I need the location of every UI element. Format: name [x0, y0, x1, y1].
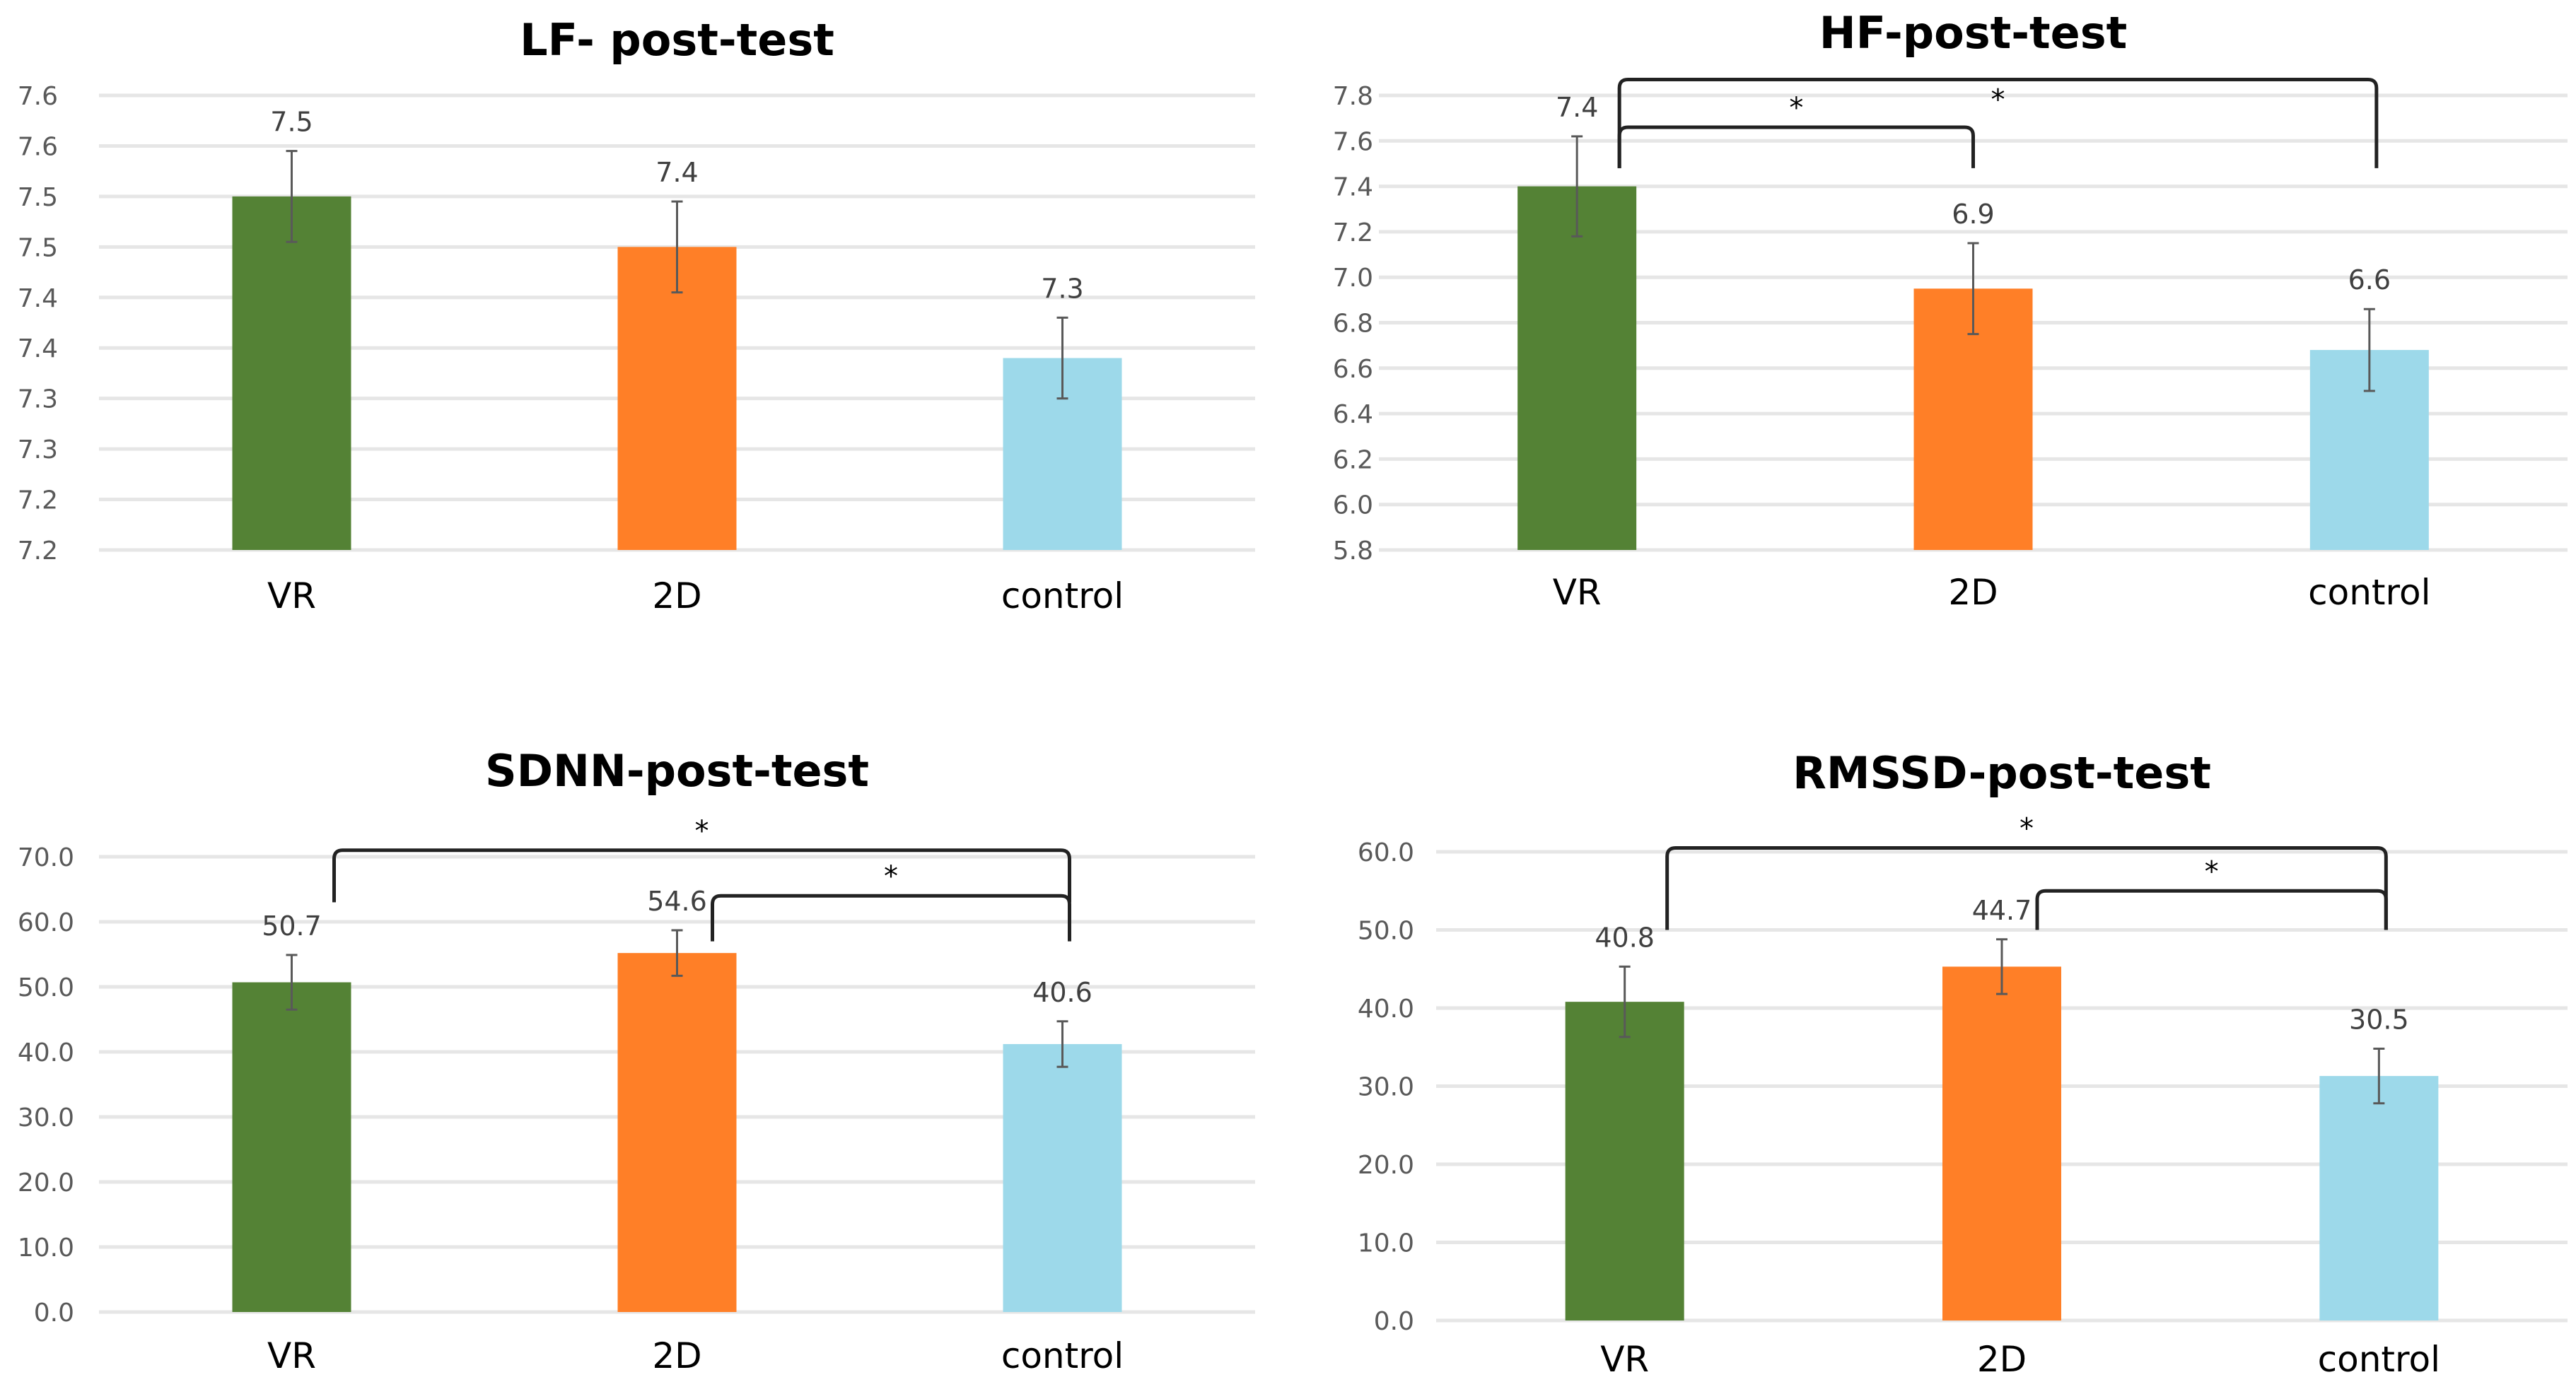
y-tick-label: 6.2	[1333, 445, 1373, 474]
significance-marker: *	[695, 815, 709, 848]
bar-2D	[1942, 966, 2061, 1320]
y-tick-label: 6.4	[1333, 400, 1373, 429]
bar-control	[1003, 1043, 1122, 1312]
bar-VR	[1565, 1002, 1684, 1320]
y-tick-label: 7.6	[18, 82, 58, 111]
significance-marker: *	[884, 860, 898, 893]
y-tick-label: 0.0	[34, 1299, 74, 1328]
y-tick-label: 7.6	[1333, 127, 1373, 156]
chart-panel-1: HF-post-test 5.8 6.0 6.2 6.4 6.6 6.8 7.0 7.2 7.4 7…	[1333, 7, 2568, 613]
y-tick-label: 30.0	[18, 1103, 74, 1132]
bar-2D	[617, 953, 737, 1312]
y-tick-label: 7.4	[1333, 173, 1373, 202]
category-label: VR	[267, 1335, 316, 1376]
significance-bracket	[1617, 77, 2379, 168]
significance-bracket	[332, 848, 1071, 903]
category-label: VR	[1600, 1339, 1649, 1380]
chart-title: RMSSD-post-test	[1793, 747, 2211, 799]
significance-marker: *	[2205, 855, 2219, 888]
chart-title: LF- post-test	[520, 14, 834, 66]
y-tick-label: 50.0	[1358, 917, 1414, 946]
data-label: 7.3	[1041, 273, 1083, 304]
category-label: VR	[267, 575, 316, 616]
y-tick-label: 7.4	[18, 284, 58, 313]
y-tick-label: 10.0	[1358, 1229, 1414, 1258]
significance-bracket	[1665, 845, 2388, 930]
category-label: control	[2308, 572, 2430, 613]
y-tick-label: 7.5	[18, 183, 58, 212]
y-tick-label: 70.0	[18, 843, 74, 872]
y-tick-label: 40.0	[18, 1038, 74, 1067]
significance-bracket	[711, 894, 1071, 942]
significance-marker: *	[1789, 92, 1803, 124]
y-tick-label: 7.3	[18, 385, 58, 414]
bar-VR	[1517, 186, 1637, 551]
y-tick-label: 7.0	[1333, 264, 1373, 293]
y-tick-label: 50.0	[18, 973, 74, 1002]
bar-2D	[617, 247, 737, 550]
bar-control	[2319, 1076, 2439, 1320]
chart-panel-0: LF- post-test 7.2 7.2 7.3 7.3 7.4 7.4 7.5 7.5 7.6…	[18, 14, 1255, 616]
y-tick-label: 7.8	[1333, 82, 1373, 111]
data-label: 6.6	[2348, 264, 2391, 295]
category-label: control	[1001, 575, 1124, 616]
chart-panel-2: SDNN-post-test 0.0 10.0 20.0 30.0 40.0 50.0 60.…	[18, 745, 1255, 1376]
significance-bracket	[1617, 125, 1975, 168]
category-label: control	[1001, 1335, 1124, 1376]
data-label: 40.8	[1595, 922, 1655, 953]
significance-bracket	[2035, 889, 2388, 930]
bar-VR	[232, 196, 351, 550]
y-tick-label: 7.6	[18, 132, 58, 161]
y-tick-label: 7.3	[18, 435, 58, 464]
data-label: 7.4	[1556, 92, 1598, 123]
y-tick-label: 6.6	[1333, 355, 1373, 384]
significance-marker: *	[1991, 83, 2005, 116]
y-tick-label: 7.2	[18, 537, 58, 566]
y-tick-label: 40.0	[1358, 995, 1414, 1024]
category-label: 2D	[1948, 572, 1998, 613]
chart-title: SDNN-post-test	[485, 745, 869, 797]
category-label: 2D	[1977, 1339, 2027, 1380]
y-tick-label: 6.0	[1333, 491, 1373, 520]
y-tick-label: 7.2	[1333, 218, 1373, 247]
significance-marker: *	[2020, 812, 2034, 845]
y-tick-label: 20.0	[18, 1169, 74, 1197]
data-label: 7.5	[270, 107, 313, 138]
data-label: 40.6	[1032, 977, 1092, 1008]
y-tick-label: 0.0	[1374, 1307, 1414, 1336]
data-label: 7.4	[655, 157, 698, 188]
y-tick-label: 7.2	[18, 486, 58, 515]
chart-title: HF-post-test	[1819, 7, 2128, 59]
category-label: 2D	[652, 575, 701, 616]
category-label: 2D	[652, 1335, 701, 1376]
y-tick-label: 60.0	[1358, 838, 1414, 867]
chart-panel-3: RMSSD-post-test 0.0 10.0 20.0 30.0 40.0 50.0 60…	[1358, 747, 2568, 1380]
y-tick-label: 20.0	[1358, 1151, 1414, 1180]
y-tick-label: 6.8	[1333, 310, 1373, 339]
data-label: 6.9	[1952, 199, 1994, 230]
y-tick-label: 60.0	[18, 908, 74, 937]
y-tick-label: 7.4	[18, 334, 58, 363]
y-tick-label: 5.8	[1333, 537, 1373, 566]
category-label: control	[2318, 1339, 2440, 1380]
bar-VR	[232, 982, 351, 1312]
y-tick-label: 7.5	[18, 233, 58, 262]
y-tick-label: 10.0	[18, 1234, 74, 1263]
y-tick-label: 30.0	[1358, 1073, 1414, 1102]
data-label: 44.7	[1972, 895, 2032, 926]
data-label: 30.5	[2349, 1004, 2409, 1035]
data-label: 54.6	[647, 886, 707, 917]
data-label: 50.7	[262, 910, 322, 942]
category-label: VR	[1553, 572, 1602, 613]
